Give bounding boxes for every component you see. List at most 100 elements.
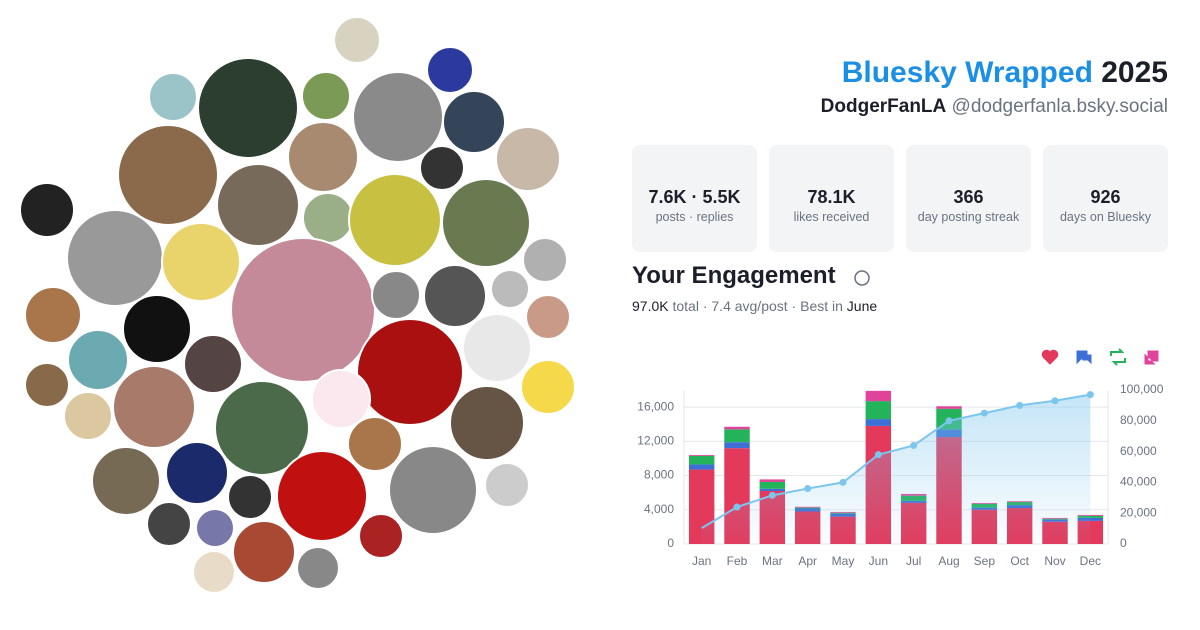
y2-tick-label: 0 — [1120, 536, 1127, 550]
avatar — [148, 72, 198, 122]
x-tick-label: Aug — [938, 554, 959, 568]
stat-card: 78.1K likes received — [769, 145, 894, 252]
avatar — [19, 182, 75, 238]
avatar — [333, 16, 381, 64]
x-tick-label: Jul — [906, 554, 921, 568]
summary: 97.0K total · 7.4 avg/post · Best in Jun… — [632, 298, 877, 314]
line-point — [768, 491, 776, 499]
x-tick-label: Feb — [727, 554, 748, 568]
avatar — [197, 57, 299, 159]
avatar — [495, 126, 561, 192]
line-point — [1051, 397, 1059, 405]
year: 2025 — [1101, 56, 1168, 89]
y-tick-label: 4,000 — [644, 502, 674, 516]
legend-icon — [1076, 350, 1092, 365]
stat-label: posts · replies — [655, 210, 734, 224]
line — [701, 393, 1091, 529]
x-tick-label: Nov — [1044, 554, 1065, 568]
line-point — [1086, 391, 1094, 399]
stat-card: 926 days on Bluesky — [1043, 145, 1168, 252]
avatar — [352, 71, 444, 163]
y2-tick-label: 60,000 — [1120, 444, 1157, 458]
x-tick-label: Jan — [692, 554, 711, 568]
stat-label: likes received — [793, 210, 870, 224]
line-point — [804, 485, 812, 493]
stat-label: days on Bluesky — [1059, 210, 1152, 224]
avatar — [358, 513, 404, 559]
x-tick-label: Jun — [869, 554, 888, 568]
stat-value: 7.6K · 5.5K — [648, 187, 741, 207]
avatar — [122, 294, 192, 364]
x-tick-label: Oct — [1010, 554, 1029, 568]
handle: @dodgerfanla.bsky.social — [951, 96, 1168, 117]
line-point — [945, 417, 953, 425]
avatar — [165, 441, 229, 505]
bar-segment — [724, 429, 750, 443]
avatar — [24, 362, 70, 408]
avatar — [24, 286, 82, 344]
bar-segment — [688, 464, 715, 470]
bar-segment — [724, 442, 750, 449]
avatar — [161, 222, 241, 302]
section-title: Your Engagement — [632, 262, 836, 289]
legend-icon — [1144, 350, 1159, 365]
y-tick-label: 12,000 — [637, 434, 674, 448]
avatar — [302, 192, 354, 244]
y-tick-label: 8,000 — [644, 468, 674, 482]
avatar — [442, 90, 506, 154]
bar-segment — [724, 426, 750, 430]
avatar — [296, 546, 340, 590]
avatar — [216, 163, 300, 247]
avatar — [419, 145, 465, 191]
line-point — [980, 409, 988, 417]
avatar — [287, 121, 359, 193]
y2-tick-label: 80,000 — [1120, 413, 1157, 427]
avatar — [112, 365, 196, 449]
line-point — [839, 478, 847, 486]
avatar — [192, 550, 236, 594]
line-point — [874, 451, 882, 459]
y2-tick-label: 40,000 — [1120, 475, 1157, 489]
x-tick-label: Sep — [974, 554, 996, 568]
avatar — [195, 508, 235, 548]
bar-segment — [759, 481, 786, 489]
bar-segment — [865, 419, 892, 426]
x-tick-label: May — [832, 554, 855, 568]
avatar — [356, 318, 464, 426]
avatar — [490, 269, 530, 309]
x-tick-label: Dec — [1080, 554, 1101, 568]
y-tick-label: 0 — [667, 536, 674, 550]
avatar — [426, 46, 474, 94]
avatar — [525, 294, 571, 340]
total: 97.0K — [632, 298, 669, 314]
avatar — [214, 380, 310, 476]
avatar — [66, 209, 164, 307]
avatar — [441, 178, 531, 268]
title: Bluesky Wrapped 2025 — [842, 56, 1168, 90]
avatar — [462, 313, 532, 383]
x-tick-label: Mar — [762, 554, 783, 568]
stat-card: 7.6K · 5.5K posts · replies — [632, 145, 757, 252]
y2-tick-label: 20,000 — [1120, 505, 1157, 519]
avatar — [449, 385, 525, 461]
bar-segment — [759, 479, 786, 482]
legend-icon — [1041, 349, 1059, 365]
avatar — [347, 416, 403, 472]
y2-tick-label: 100,000 — [1120, 382, 1164, 396]
x-tick-label: Apr — [798, 554, 817, 568]
avatar — [227, 474, 273, 520]
avatar — [91, 446, 161, 516]
line-area — [701, 394, 1091, 544]
line-point — [733, 503, 741, 511]
avatar — [232, 520, 296, 584]
bar-segment — [865, 390, 892, 402]
avatar — [371, 270, 421, 320]
line-point — [910, 441, 918, 449]
avatar — [183, 334, 243, 394]
avatar — [423, 264, 487, 328]
display-name: DodgerFanLA — [820, 96, 947, 117]
info-icon — [854, 270, 870, 286]
avatar — [146, 501, 192, 547]
